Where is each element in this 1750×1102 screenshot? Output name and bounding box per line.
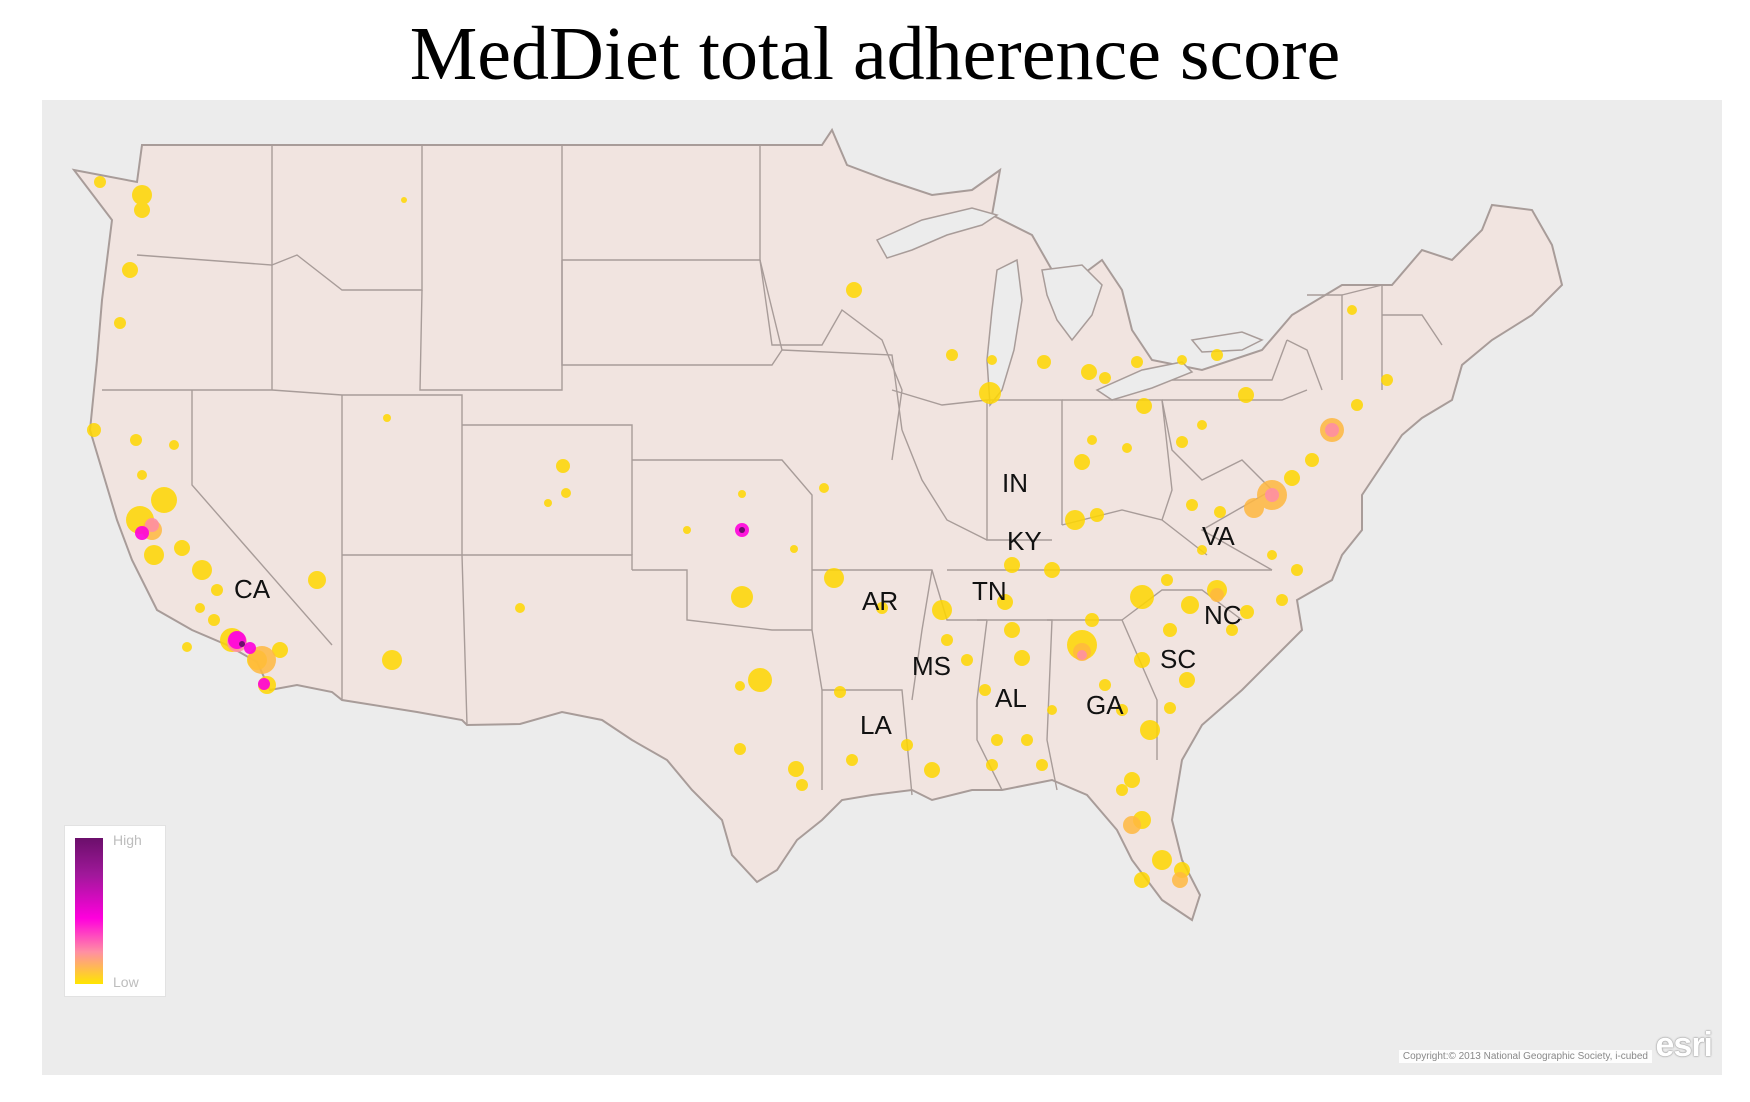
state-label-ca: CA xyxy=(234,574,271,604)
state-label-ar: AR xyxy=(862,586,898,616)
lake-michigan xyxy=(986,258,1023,407)
state-label-ky: KY xyxy=(1007,526,1042,556)
map-title: MedDiet total adherence score xyxy=(409,12,1341,96)
us-map: CA AR TN MS AL LA GA SC NC VA KY IN xyxy=(71,127,1564,922)
state-label-ms: MS xyxy=(912,651,951,681)
state-label-la: LA xyxy=(860,710,892,740)
state-label-tn: TN xyxy=(972,576,1007,606)
esri-logo: esri xyxy=(1655,1026,1713,1064)
legend-gradient-bar xyxy=(75,838,103,984)
state-label-al: AL xyxy=(995,683,1027,713)
lake-huron xyxy=(1041,264,1103,342)
legend-low-label: Low xyxy=(113,974,139,990)
state-label-nc: NC xyxy=(1204,600,1242,630)
copyright-text: Copyright:© 2013 National Geographic Soc… xyxy=(1398,1050,1652,1063)
state-label-ga: GA xyxy=(1086,690,1124,720)
legend-high-label: High xyxy=(113,832,142,848)
map-canvas[interactable]: CA AR TN MS AL LA GA SC NC VA KY IN High… xyxy=(42,100,1722,1075)
state-label-in: IN xyxy=(1002,468,1028,498)
lake-superior xyxy=(875,207,999,259)
lake-ontario xyxy=(1190,331,1264,353)
heat-spots xyxy=(87,176,1393,888)
legend: High Low xyxy=(64,825,166,997)
state-label-sc: SC xyxy=(1160,644,1196,674)
state-label-va: VA xyxy=(1202,521,1235,551)
us-land xyxy=(71,127,1564,922)
